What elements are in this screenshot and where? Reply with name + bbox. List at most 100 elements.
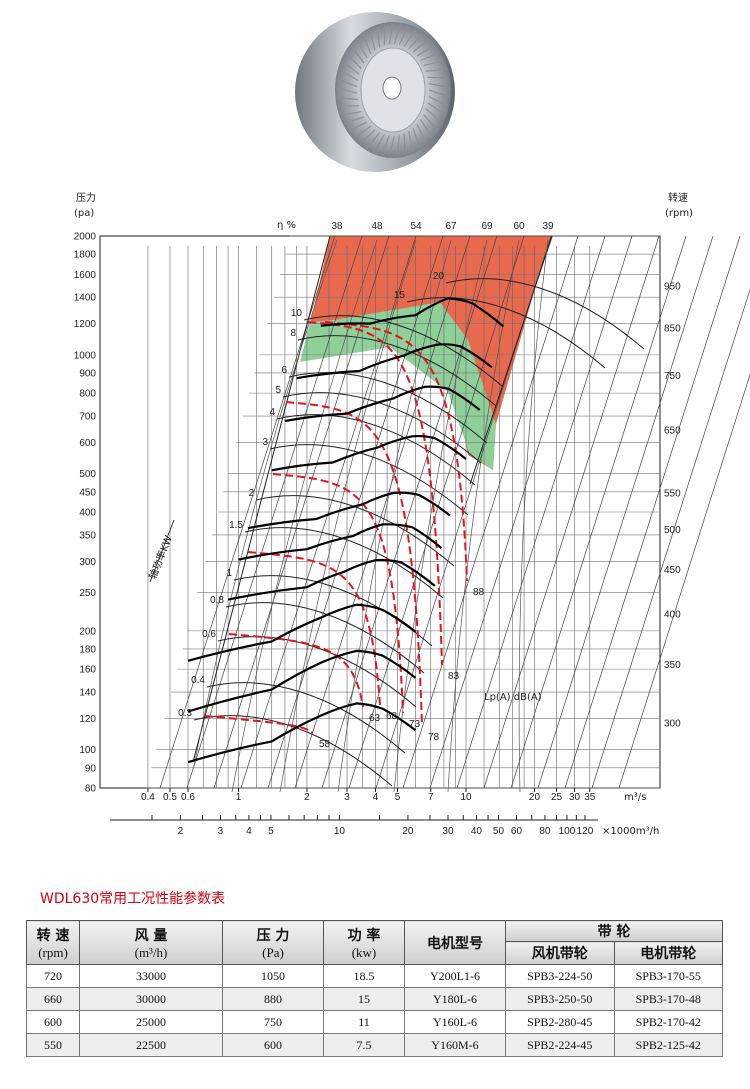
fan-curve-550 [247,491,451,530]
y-tick: 1800 [74,250,97,261]
fan-curve-450 [227,558,436,601]
speed-tick: 550 [664,489,681,500]
blade [408,33,423,50]
flow-diagonal [537,235,714,789]
blade [416,123,427,144]
fan-curve-400 [187,603,417,662]
blade [345,52,362,69]
noise-curve [228,633,364,708]
blade [373,134,385,153]
blade [381,135,390,155]
performance-chart: 8090100120140160180200250300350400450500… [74,191,750,837]
efficiency-tick: 60 [513,221,525,232]
y-tick: 350 [79,530,96,541]
blade [376,26,381,48]
x1-tick: 20 [529,792,541,803]
speed-tick: 450 [664,565,681,576]
blade [428,95,448,107]
y-tick: 500 [79,469,96,480]
noise-curve [285,401,423,727]
blade [416,45,435,57]
y-tick: 800 [79,389,96,400]
power-tick: 10 [291,308,303,319]
blade [369,29,376,51]
efficiency-tick: 39 [542,221,554,232]
col-fan-pulley: 风机带轮 [505,941,615,965]
blade [425,68,447,72]
blade [408,131,413,153]
efficiency-tick: 48 [371,221,383,232]
x1-tick: 0.4 [141,792,155,803]
y-tick: 160 [79,665,96,676]
noise-tick: 68 [386,711,398,722]
x1-unit: m³/s [624,792,646,803]
power-tick: 0.6 [202,629,216,640]
parameter-table: 转 速 (rpm) 风 量 (m³/h) 压 力 (Pa) 功 率 (kw) 电机型号 … [26,920,723,1057]
noise-curve [204,715,314,734]
blade [423,114,438,131]
flow-diagonal-lines [159,235,750,789]
noise-dashed-curves [204,321,468,734]
blade [356,39,368,59]
x1-tick: 3 [344,792,350,803]
fan-curve-300 [187,702,417,764]
y-axis-label: 压力 [76,191,96,204]
flow-diagonal [483,235,660,789]
x2-tick: 5 [268,826,274,837]
y-tick: 600 [79,438,96,449]
blade [388,135,395,157]
blade [403,29,416,47]
blade [339,69,359,81]
y-tick: 400 [79,508,96,519]
power-curve [217,636,417,708]
flow-diagonal [348,235,525,789]
power-axis-label: 轴功率KW [146,533,175,581]
col-power: 功 率 (kw) [323,920,405,965]
table-row: 600 25000 750 11 Y160L-6 SPB2-280-45 SPB2-1… [26,1010,723,1034]
flow-diagonal [510,235,687,789]
col-motor-pulley: 电机带轮 [613,941,723,965]
efficiency-tick: 69 [481,221,493,232]
power-tick: 2 [248,488,254,499]
x2-tick: 50 [493,826,505,837]
power-tick: 15 [394,290,406,301]
flow-diagonal [321,235,498,789]
x2-tick: 10 [334,826,346,837]
table-row: 550 22500 600 7.5 Y160M-6 SPB2-224-45 SPB2-… [26,1033,723,1057]
blade [403,133,406,155]
speed-tick: 300 [664,719,681,730]
y-tick: 140 [79,688,96,699]
speed-axis-label: 转速 [668,191,688,204]
y-tick: 80 [85,784,97,795]
flow-diagonal [564,235,741,789]
table-title: WDL630常用工况性能参数表 [40,891,226,907]
blade [388,23,394,45]
y-tick: 1400 [74,293,97,304]
flow-diagonal [456,235,633,789]
power-tick: 5 [275,385,281,396]
speed-tick: 400 [664,609,681,620]
x1-tick: 1 [236,792,242,803]
efficiency-line [447,239,520,793]
blade [427,102,446,115]
efficiency-line [393,239,488,793]
noise-tick: 58 [319,739,331,750]
noise-curve [307,321,443,666]
y-tick: 1600 [74,270,97,281]
y-tick: 700 [79,412,96,423]
power-curve [255,495,455,567]
efficiency-tick: 38 [331,221,343,232]
efficiency-label: η % [277,220,296,231]
power-tick: 4 [269,407,275,418]
flow-diagonal [618,373,750,789]
blade [359,129,376,145]
power-tick: 6 [281,365,287,376]
col-motor: 电机型号 [404,920,506,965]
x1-tick: 5 [395,792,401,803]
fan-curve-950 [320,297,505,328]
noise-tick: 78 [428,732,440,743]
power-curve [225,602,425,674]
col-speed: 转 速 (rpm) [26,920,80,965]
blade [366,132,380,149]
blade [341,111,362,116]
